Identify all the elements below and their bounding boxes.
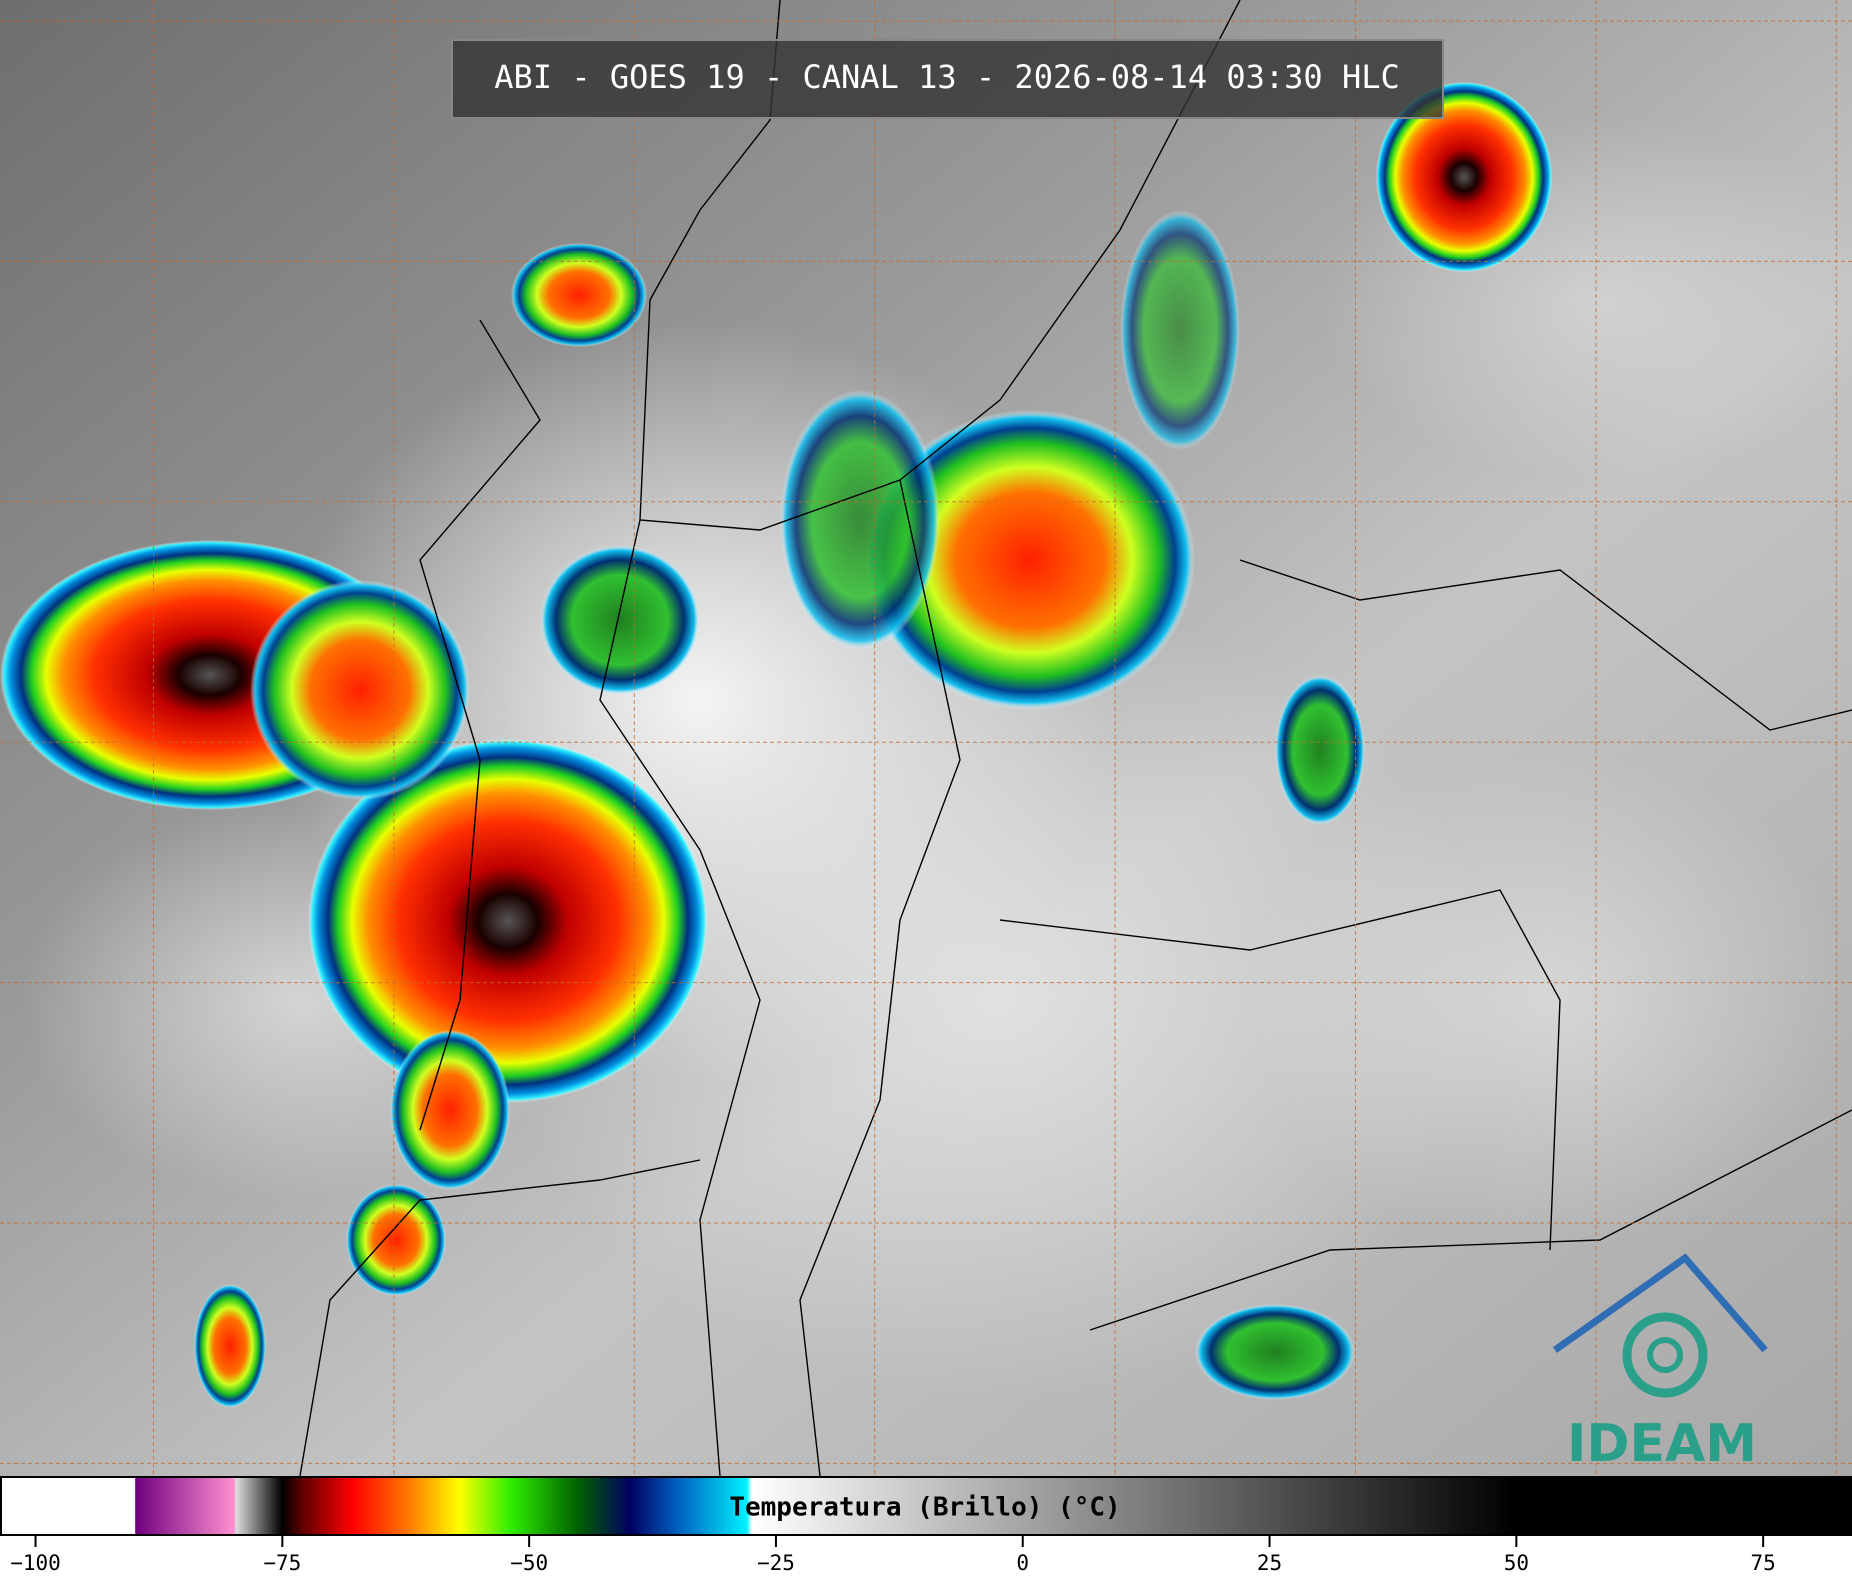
logo-text: IDEAM bbox=[1567, 1414, 1757, 1474]
borders bbox=[299, 0, 1852, 1477]
tick-label: −100 bbox=[10, 1551, 61, 1575]
colorbar-label: Temperatura (Brillo) (°C) bbox=[729, 1493, 1120, 1523]
tick-label: 0 bbox=[1016, 1551, 1029, 1575]
tick-label: −25 bbox=[757, 1551, 795, 1575]
tick-label: 50 bbox=[1504, 1551, 1529, 1575]
tick-label: 25 bbox=[1257, 1551, 1282, 1575]
tick-label: −50 bbox=[510, 1551, 548, 1575]
title-box bbox=[451, 39, 1444, 119]
logo: IDEAM bbox=[1552, 1253, 1768, 1474]
lat-lon-grid bbox=[0, 0, 1852, 1476]
title: ABI - GOES 19 - CANAL 13 - 2026-08-14 03… bbox=[494, 58, 1399, 96]
tick-label: −75 bbox=[263, 1551, 301, 1575]
storms bbox=[0, 82, 1552, 1408]
colorbar-ticks: −100 −75 −50 −25 0 25 50 75 bbox=[10, 1535, 1776, 1575]
colorbar bbox=[0, 1476, 1852, 1536]
tick-label: 75 bbox=[1751, 1551, 1776, 1575]
